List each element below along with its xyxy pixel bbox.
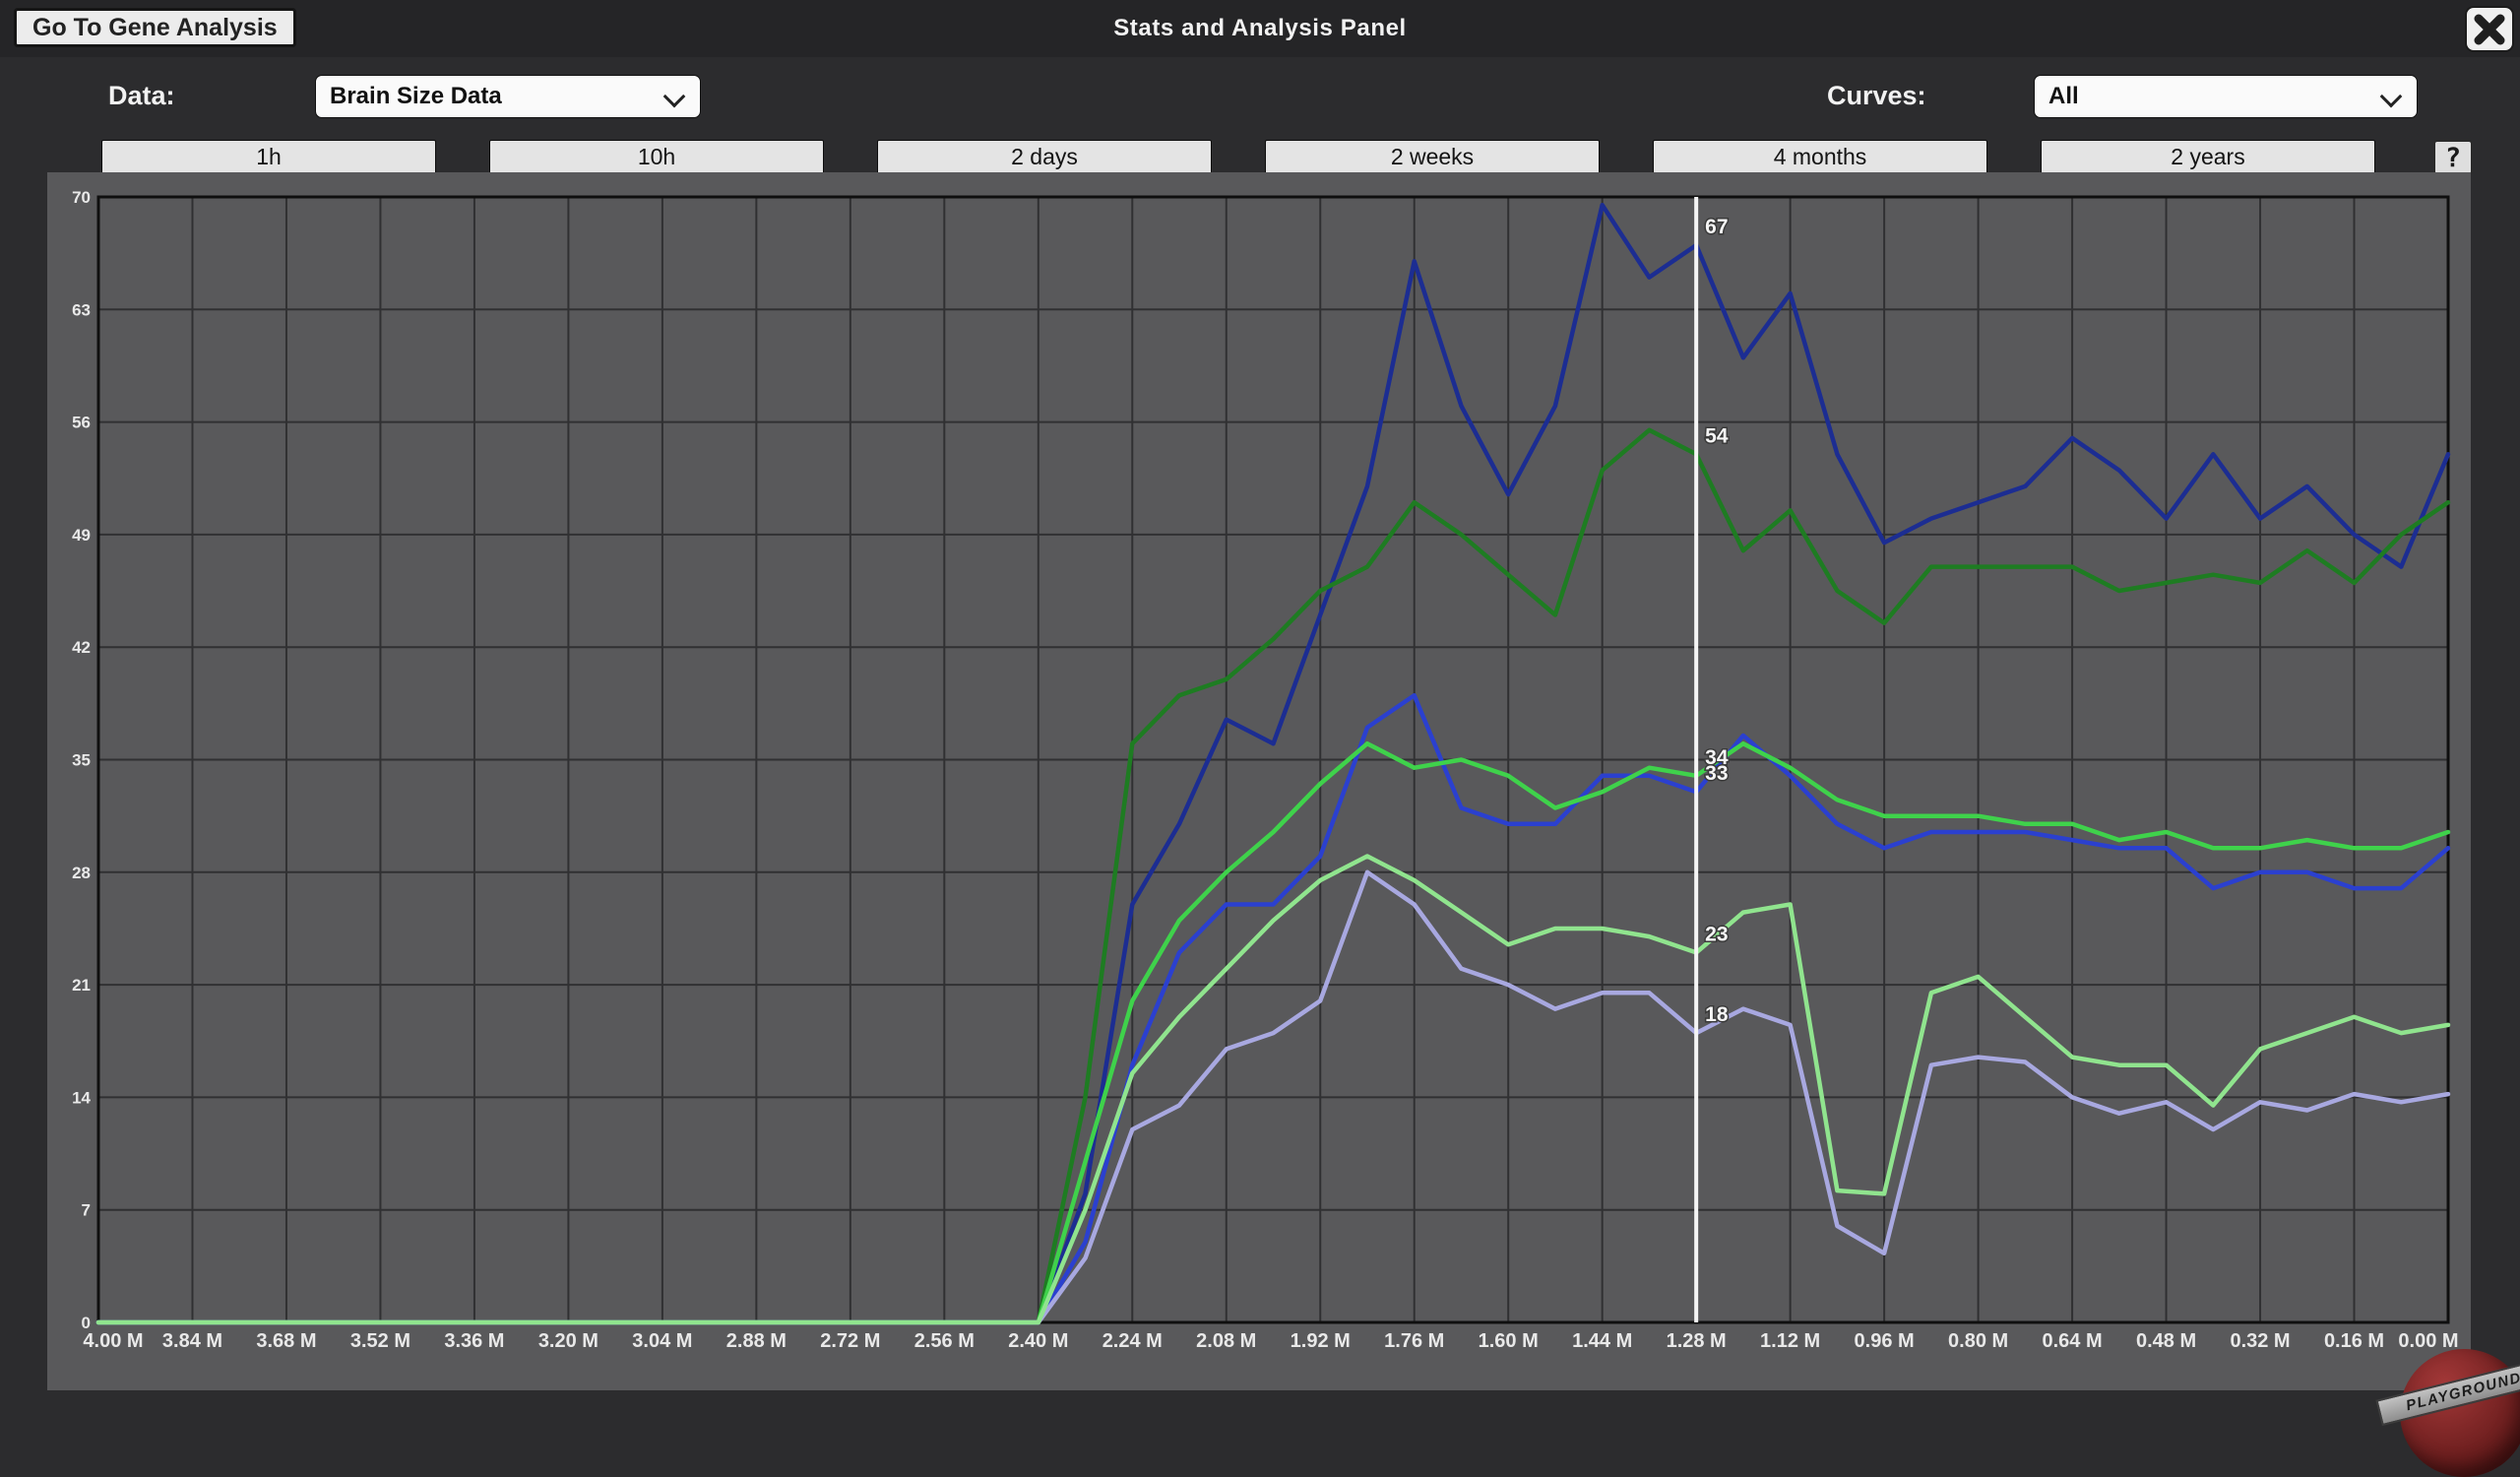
x-tick-label: 3.68 M (256, 1330, 316, 1352)
cursor-value-label-light-green: 23 (1705, 923, 1728, 945)
x-tick-label: 4.00 M (83, 1330, 143, 1352)
x-tick-label: 3.84 M (162, 1330, 222, 1352)
question-mark-icon: ? (2444, 142, 2462, 173)
y-tick-label: 28 (72, 864, 91, 882)
x-tick-label: 1.76 M (1384, 1330, 1444, 1352)
x-tick-label: 2.72 M (820, 1330, 880, 1352)
x-tick-label: 1.92 M (1291, 1330, 1351, 1352)
plot-border (96, 195, 2450, 1324)
curves-select[interactable]: All (2034, 75, 2418, 118)
x-tick-label: 2.40 M (1008, 1330, 1068, 1352)
x-tick-label: 0.80 M (1948, 1330, 2008, 1352)
controls-row: Data: Brain Size Data Curves: All (0, 75, 2520, 120)
x-tick-label: 0.64 M (2043, 1330, 2103, 1352)
close-button[interactable] (2465, 6, 2514, 52)
series-line-dark-green (95, 427, 2451, 1325)
x-tick-label: 3.04 M (632, 1330, 692, 1352)
range-button-1h[interactable]: 1h (101, 140, 436, 174)
go-to-gene-analysis-label: Go To Gene Analysis (32, 13, 278, 41)
x-tick-label: 3.52 M (350, 1330, 410, 1352)
range-button-2-days[interactable]: 2 days (877, 140, 1212, 174)
cursor-value-label-dark-blue: 67 (1705, 216, 1728, 238)
x-tick-label: 2.88 M (726, 1330, 787, 1352)
x-tick-label: 1.28 M (1667, 1330, 1727, 1352)
y-tick-label: 49 (72, 526, 91, 545)
data-select[interactable]: Brain Size Data (315, 75, 701, 118)
x-tick-label: 0.16 M (2324, 1330, 2384, 1352)
cursor-value-label-blue: 33 (1705, 762, 1728, 785)
range-button-2-weeks[interactable]: 2 weeks (1265, 140, 1600, 174)
x-tick-label: 1.60 M (1479, 1330, 1539, 1352)
range-button-2-years[interactable]: 2 years (2041, 140, 2375, 174)
cursor-value-label-bright-green: 34 (1705, 746, 1729, 769)
x-tick-label: 2.08 M (1196, 1330, 1256, 1352)
time-range-buttons: 1h 10h 2 days 2 weeks 4 months 2 years (0, 140, 2520, 175)
y-tick-label: 7 (82, 1201, 91, 1220)
cursor-value-label-lavender: 18 (1705, 1003, 1729, 1026)
go-to-gene-analysis-button[interactable]: Go To Gene Analysis (14, 8, 296, 47)
series-line-light-green (95, 854, 2451, 1325)
series-line-dark-blue (95, 202, 2451, 1325)
close-icon (2474, 14, 2505, 44)
grid (97, 196, 2449, 1323)
y-tick-label: 70 (72, 188, 91, 207)
y-tick-label: 14 (72, 1088, 91, 1107)
x-tick-label: 0.48 M (2136, 1330, 2196, 1352)
y-tick-label: 42 (72, 638, 91, 657)
series-line-blue (95, 692, 2451, 1325)
top-bar (0, 0, 2520, 57)
curves-select-value: All (2048, 83, 2079, 109)
y-tick-label: 0 (82, 1314, 91, 1332)
chart-panel (47, 172, 2471, 1390)
data-select-value: Brain Size Data (330, 83, 502, 109)
x-tick-label: 1.12 M (1760, 1330, 1820, 1352)
range-button-10h[interactable]: 10h (489, 140, 824, 174)
range-button-4-months[interactable]: 4 months (1653, 140, 1987, 174)
x-tick-label: 3.36 M (444, 1330, 504, 1352)
data-label: Data: (108, 81, 175, 110)
cursor-value-label-dark-green: 54 (1705, 424, 1729, 447)
y-tick-label: 35 (72, 751, 91, 770)
x-tick-label: 2.24 M (1102, 1330, 1163, 1352)
y-tick-label: 21 (72, 976, 91, 995)
x-tick-label: 2.56 M (914, 1330, 975, 1352)
x-tick-label: 0.32 M (2230, 1330, 2290, 1352)
y-tick-label: 56 (72, 414, 91, 432)
page-title: Stats and Analysis Panel (1113, 15, 1407, 41)
y-tick-label: 63 (72, 300, 91, 319)
curves-label: Curves: (1827, 81, 1926, 110)
x-tick-label: 0.00 M (2398, 1330, 2458, 1352)
x-tick-label: 0.96 M (1855, 1330, 1915, 1352)
x-tick-label: 3.20 M (538, 1330, 598, 1352)
x-tick-label: 1.44 M (1572, 1330, 1632, 1352)
